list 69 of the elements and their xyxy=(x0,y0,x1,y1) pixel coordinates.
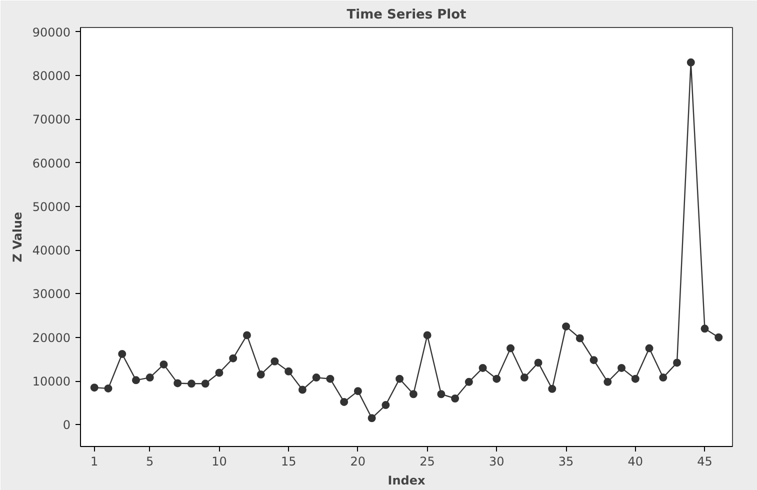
point xyxy=(382,401,390,410)
y-tick-label: 90000 xyxy=(32,25,71,40)
point xyxy=(590,356,598,364)
x-tick-label: 25 xyxy=(420,454,435,468)
y-tick-label: 60000 xyxy=(32,156,71,170)
point xyxy=(298,386,306,394)
point xyxy=(118,350,126,358)
x-tick-label: 45 xyxy=(697,454,712,468)
point xyxy=(368,414,376,422)
y-tick-label: 20000 xyxy=(32,330,71,345)
point xyxy=(146,374,154,382)
y-tick-label: 40000 xyxy=(32,244,71,258)
point xyxy=(326,374,334,383)
point xyxy=(104,384,112,392)
point xyxy=(506,344,515,352)
point xyxy=(174,379,182,388)
point xyxy=(270,357,279,366)
point xyxy=(312,374,320,382)
point xyxy=(187,380,196,388)
point xyxy=(160,360,168,368)
point xyxy=(396,374,404,383)
x-axis-title: Index xyxy=(388,474,426,488)
point xyxy=(132,376,140,384)
point xyxy=(673,358,682,367)
y-tick-label: 30000 xyxy=(32,287,71,302)
point xyxy=(520,374,528,382)
point xyxy=(437,390,446,398)
y-tick-label: 10000 xyxy=(32,374,71,389)
point xyxy=(714,333,723,342)
x-tick-label: 1 xyxy=(90,454,98,468)
point xyxy=(631,374,640,383)
y-tick-label: 80000 xyxy=(32,69,71,84)
point xyxy=(618,364,626,372)
point xyxy=(548,384,556,393)
point xyxy=(242,331,251,340)
x-tick-label: 5 xyxy=(146,454,154,468)
x-tick-label: 15 xyxy=(280,454,296,468)
point xyxy=(451,394,460,402)
point xyxy=(340,398,348,406)
point xyxy=(645,344,654,352)
point xyxy=(464,378,473,386)
point xyxy=(409,390,418,398)
point xyxy=(256,370,265,378)
point xyxy=(576,334,584,342)
point xyxy=(478,364,487,372)
point xyxy=(215,368,224,377)
point xyxy=(90,384,98,392)
point xyxy=(354,387,362,396)
x-tick-label: 40 xyxy=(628,454,644,468)
y-axis-title: Z Value xyxy=(10,212,24,262)
x-tick-label: 30 xyxy=(489,454,504,468)
point xyxy=(423,331,432,340)
point xyxy=(492,374,501,383)
point xyxy=(201,380,210,388)
point xyxy=(534,358,542,367)
chart-title: Time Series Plot xyxy=(346,8,466,22)
point xyxy=(229,354,238,362)
point xyxy=(659,374,668,382)
y-tick-label: 50000 xyxy=(32,200,71,214)
y-tick-label: 70000 xyxy=(32,112,71,127)
point xyxy=(284,367,293,376)
point xyxy=(700,324,709,333)
point xyxy=(562,322,570,330)
x-tick-label: 35 xyxy=(558,454,574,468)
y-tick-label: 0 xyxy=(62,418,71,432)
x-tick-label: 10 xyxy=(212,454,227,468)
point xyxy=(686,58,695,66)
point xyxy=(604,378,612,386)
x-tick-label: 20 xyxy=(350,454,366,468)
